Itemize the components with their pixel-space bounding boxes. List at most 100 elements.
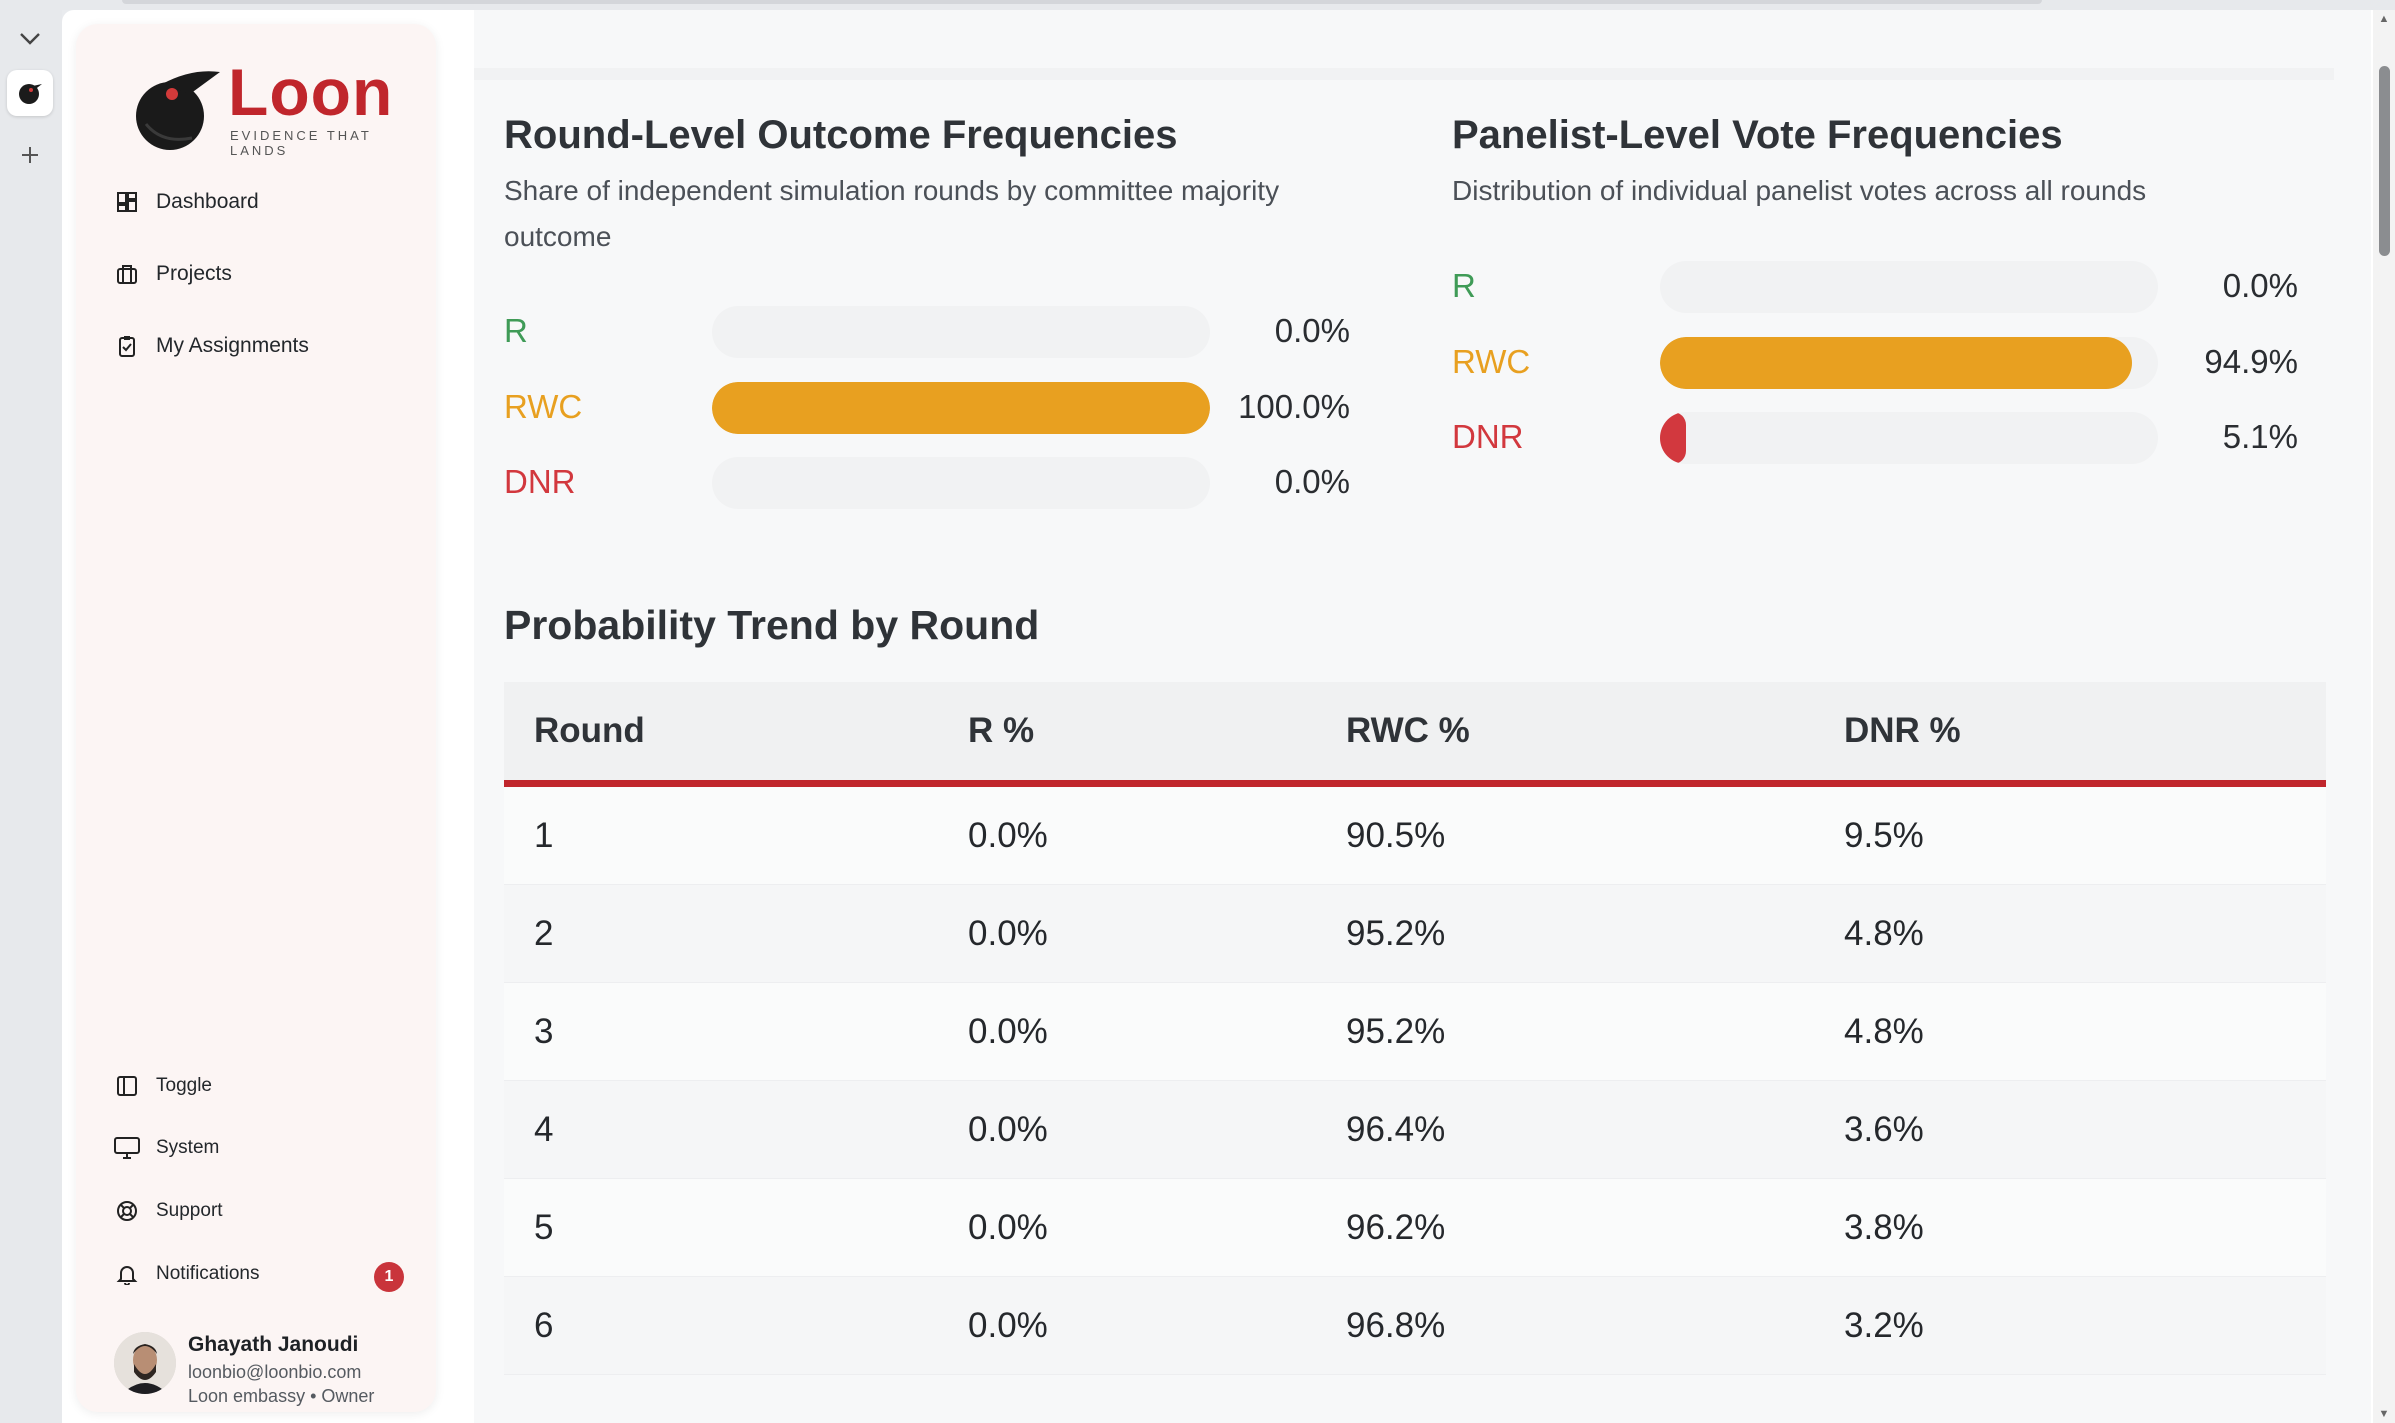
browser-top-edge — [62, 0, 2395, 10]
round-bar-track-rwc — [712, 382, 1210, 434]
round-cell: 4 — [504, 1080, 968, 1179]
column-header-r[interactable]: R % — [968, 682, 1346, 787]
round-bar-value-rwc: 100.0% — [1238, 388, 1350, 425]
round-bar-value-r: 0.0% — [1274, 312, 1350, 349]
system-theme-button[interactable]: System — [100, 1124, 420, 1172]
dnr-percent-cell: 3.6% — [1844, 1080, 2326, 1179]
round-bar-fill-rwc — [712, 382, 1210, 434]
round-bar-label-rwc: RWC — [504, 388, 583, 425]
header-band — [474, 68, 2334, 80]
support-label: Support — [156, 1200, 223, 1221]
table-row: 2 0.0% 95.2% 4.8% — [504, 884, 2326, 983]
nav-dashboard[interactable]: Dashboard — [100, 178, 420, 226]
notifications-count-badge: 1 — [374, 1262, 404, 1292]
table-header-row: Round R % RWC % DNR % — [504, 682, 2326, 787]
rwc-percent-cell: 90.5% — [1346, 783, 1844, 885]
notifications-button[interactable]: Notifications 1 — [100, 1250, 420, 1298]
dnr-percent-cell: 3.8% — [1844, 1178, 2326, 1277]
scroll-down-arrow-icon[interactable]: ▼ — [2378, 1408, 2390, 1420]
table-row: 5 0.0% 96.2% 3.8% — [504, 1178, 2326, 1277]
toggle-label: Toggle — [156, 1075, 212, 1096]
round-cell: 5 — [504, 1178, 968, 1277]
panelist-bar-track-r — [1660, 261, 2158, 313]
bell-icon — [114, 1261, 140, 1287]
user-profile-card[interactable]: Ghayath Janoudi loonbio@loonbio.com Loon… — [114, 1332, 424, 1412]
nav-dashboard-label: Dashboard — [156, 190, 259, 213]
panelist-bar-track-rwc — [1660, 337, 2158, 389]
notifications-label: Notifications — [156, 1263, 260, 1284]
loon-bird-logo-icon — [136, 71, 220, 150]
round-panel-subtitle-line2: outcome — [504, 221, 612, 252]
r-percent-cell: 0.0% — [968, 1178, 1346, 1277]
new-tab-icon[interactable] — [7, 132, 53, 178]
user-org-role: Loon embassy • Owner — [188, 1386, 375, 1406]
system-label: System — [156, 1137, 220, 1158]
round-cell: 1 — [504, 783, 968, 885]
trend-section-title: Probability Trend by Round — [504, 602, 1040, 648]
panelist-bar-fill-rwc — [1660, 337, 2132, 389]
rwc-percent-cell: 95.2% — [1346, 884, 1844, 983]
r-percent-cell: 0.0% — [968, 884, 1346, 983]
panelist-panel-title: Panelist-Level Vote Frequencies — [1452, 113, 2063, 157]
app-window: Loon EVIDENCE THAT LANDS Dashboard Proje… — [62, 10, 2395, 1423]
round-cell: 3 — [504, 982, 968, 1081]
panelist-bar-label-dnr: DNR — [1452, 418, 1524, 455]
support-button[interactable]: Support — [100, 1187, 420, 1235]
round-cell: 2 — [504, 884, 968, 983]
chevron-down-icon[interactable] — [7, 16, 53, 62]
sidebar-toggle-icon — [114, 1073, 140, 1099]
lifebuoy-icon — [114, 1198, 140, 1224]
panelist-bar-fill-dnr — [1660, 412, 1686, 464]
browser-side-strip — [0, 0, 62, 1423]
dnr-percent-cell: 3.2% — [1844, 1276, 2326, 1375]
r-percent-cell: 0.0% — [968, 1080, 1346, 1179]
monitor-icon — [114, 1135, 140, 1161]
panelist-bar-label-rwc: RWC — [1452, 343, 1531, 380]
briefcase-icon — [114, 261, 140, 287]
round-bar-track-r — [712, 306, 1210, 358]
user-email: loonbio@loonbio.com — [188, 1362, 362, 1382]
sidebar-toggle-button[interactable]: Toggle — [100, 1062, 420, 1110]
panelist-panel-subtitle: Distribution of individual panelist vote… — [1452, 175, 2147, 206]
loon-tab-favicon[interactable] — [7, 70, 53, 116]
sidebar: Loon EVIDENCE THAT LANDS Dashboard Proje… — [76, 24, 436, 1412]
table-row: 6 0.0% 96.8% 3.2% — [504, 1276, 2326, 1375]
rwc-percent-cell: 96.8% — [1346, 1276, 1844, 1375]
main-content: Round-Level Outcome Frequencies Share of… — [474, 10, 2371, 1423]
round-bar-label-dnr: DNR — [504, 463, 576, 500]
scrollbar-thumb[interactable] — [2379, 66, 2390, 256]
panelist-bar-value-r: 0.0% — [2222, 267, 2298, 304]
round-cell: 6 — [504, 1276, 968, 1375]
dnr-percent-cell: 4.8% — [1844, 884, 2326, 983]
dnr-percent-cell: 9.5% — [1844, 783, 2326, 885]
rwc-percent-cell: 96.4% — [1346, 1080, 1844, 1179]
panelist-bar-value-rwc: 94.9% — [2204, 343, 2298, 380]
brand-tagline: EVIDENCE THAT LANDS — [230, 128, 372, 158]
probability-trend-table: Round R % RWC % DNR % 1 0.0% 90.5% 9.5% … — [504, 682, 2326, 1375]
vertical-scrollbar[interactable]: ▲ ▼ — [2373, 10, 2395, 1423]
loon-logo[interactable]: Loon EVIDENCE THAT LANDS — [132, 55, 402, 158]
panelist-bar-value-dnr: 5.1% — [2222, 418, 2298, 455]
scroll-up-arrow-icon[interactable]: ▲ — [2378, 13, 2390, 25]
round-panel-subtitle-line1: Share of independent simulation rounds b… — [504, 175, 1280, 206]
nav-my-assignments-label: My Assignments — [156, 334, 309, 357]
panelist-bar-label-r: R — [1452, 267, 1476, 304]
dnr-percent-cell: 4.8% — [1844, 982, 2326, 1081]
table-row: 4 0.0% 96.4% 3.6% — [504, 1080, 2326, 1179]
round-bar-label-r: R — [504, 312, 528, 349]
column-header-round[interactable]: Round — [504, 682, 968, 787]
nav-projects[interactable]: Projects — [100, 250, 420, 298]
clipboard-check-icon — [114, 333, 140, 359]
rwc-percent-cell: 96.2% — [1346, 1178, 1844, 1277]
panelist-bar-track-dnr — [1660, 412, 2158, 464]
nav-my-assignments[interactable]: My Assignments — [100, 322, 420, 370]
round-panel-title: Round-Level Outcome Frequencies — [504, 113, 1178, 157]
avatar — [114, 1332, 176, 1394]
column-header-rwc[interactable]: RWC % — [1346, 682, 1844, 787]
round-bar-value-dnr: 0.0% — [1274, 463, 1350, 500]
nav-projects-label: Projects — [156, 262, 232, 285]
user-name: Ghayath Janoudi — [188, 1333, 359, 1356]
column-header-dnr[interactable]: DNR % — [1844, 682, 2326, 787]
r-percent-cell: 0.0% — [968, 1276, 1346, 1375]
round-bar-track-dnr — [712, 457, 1210, 509]
